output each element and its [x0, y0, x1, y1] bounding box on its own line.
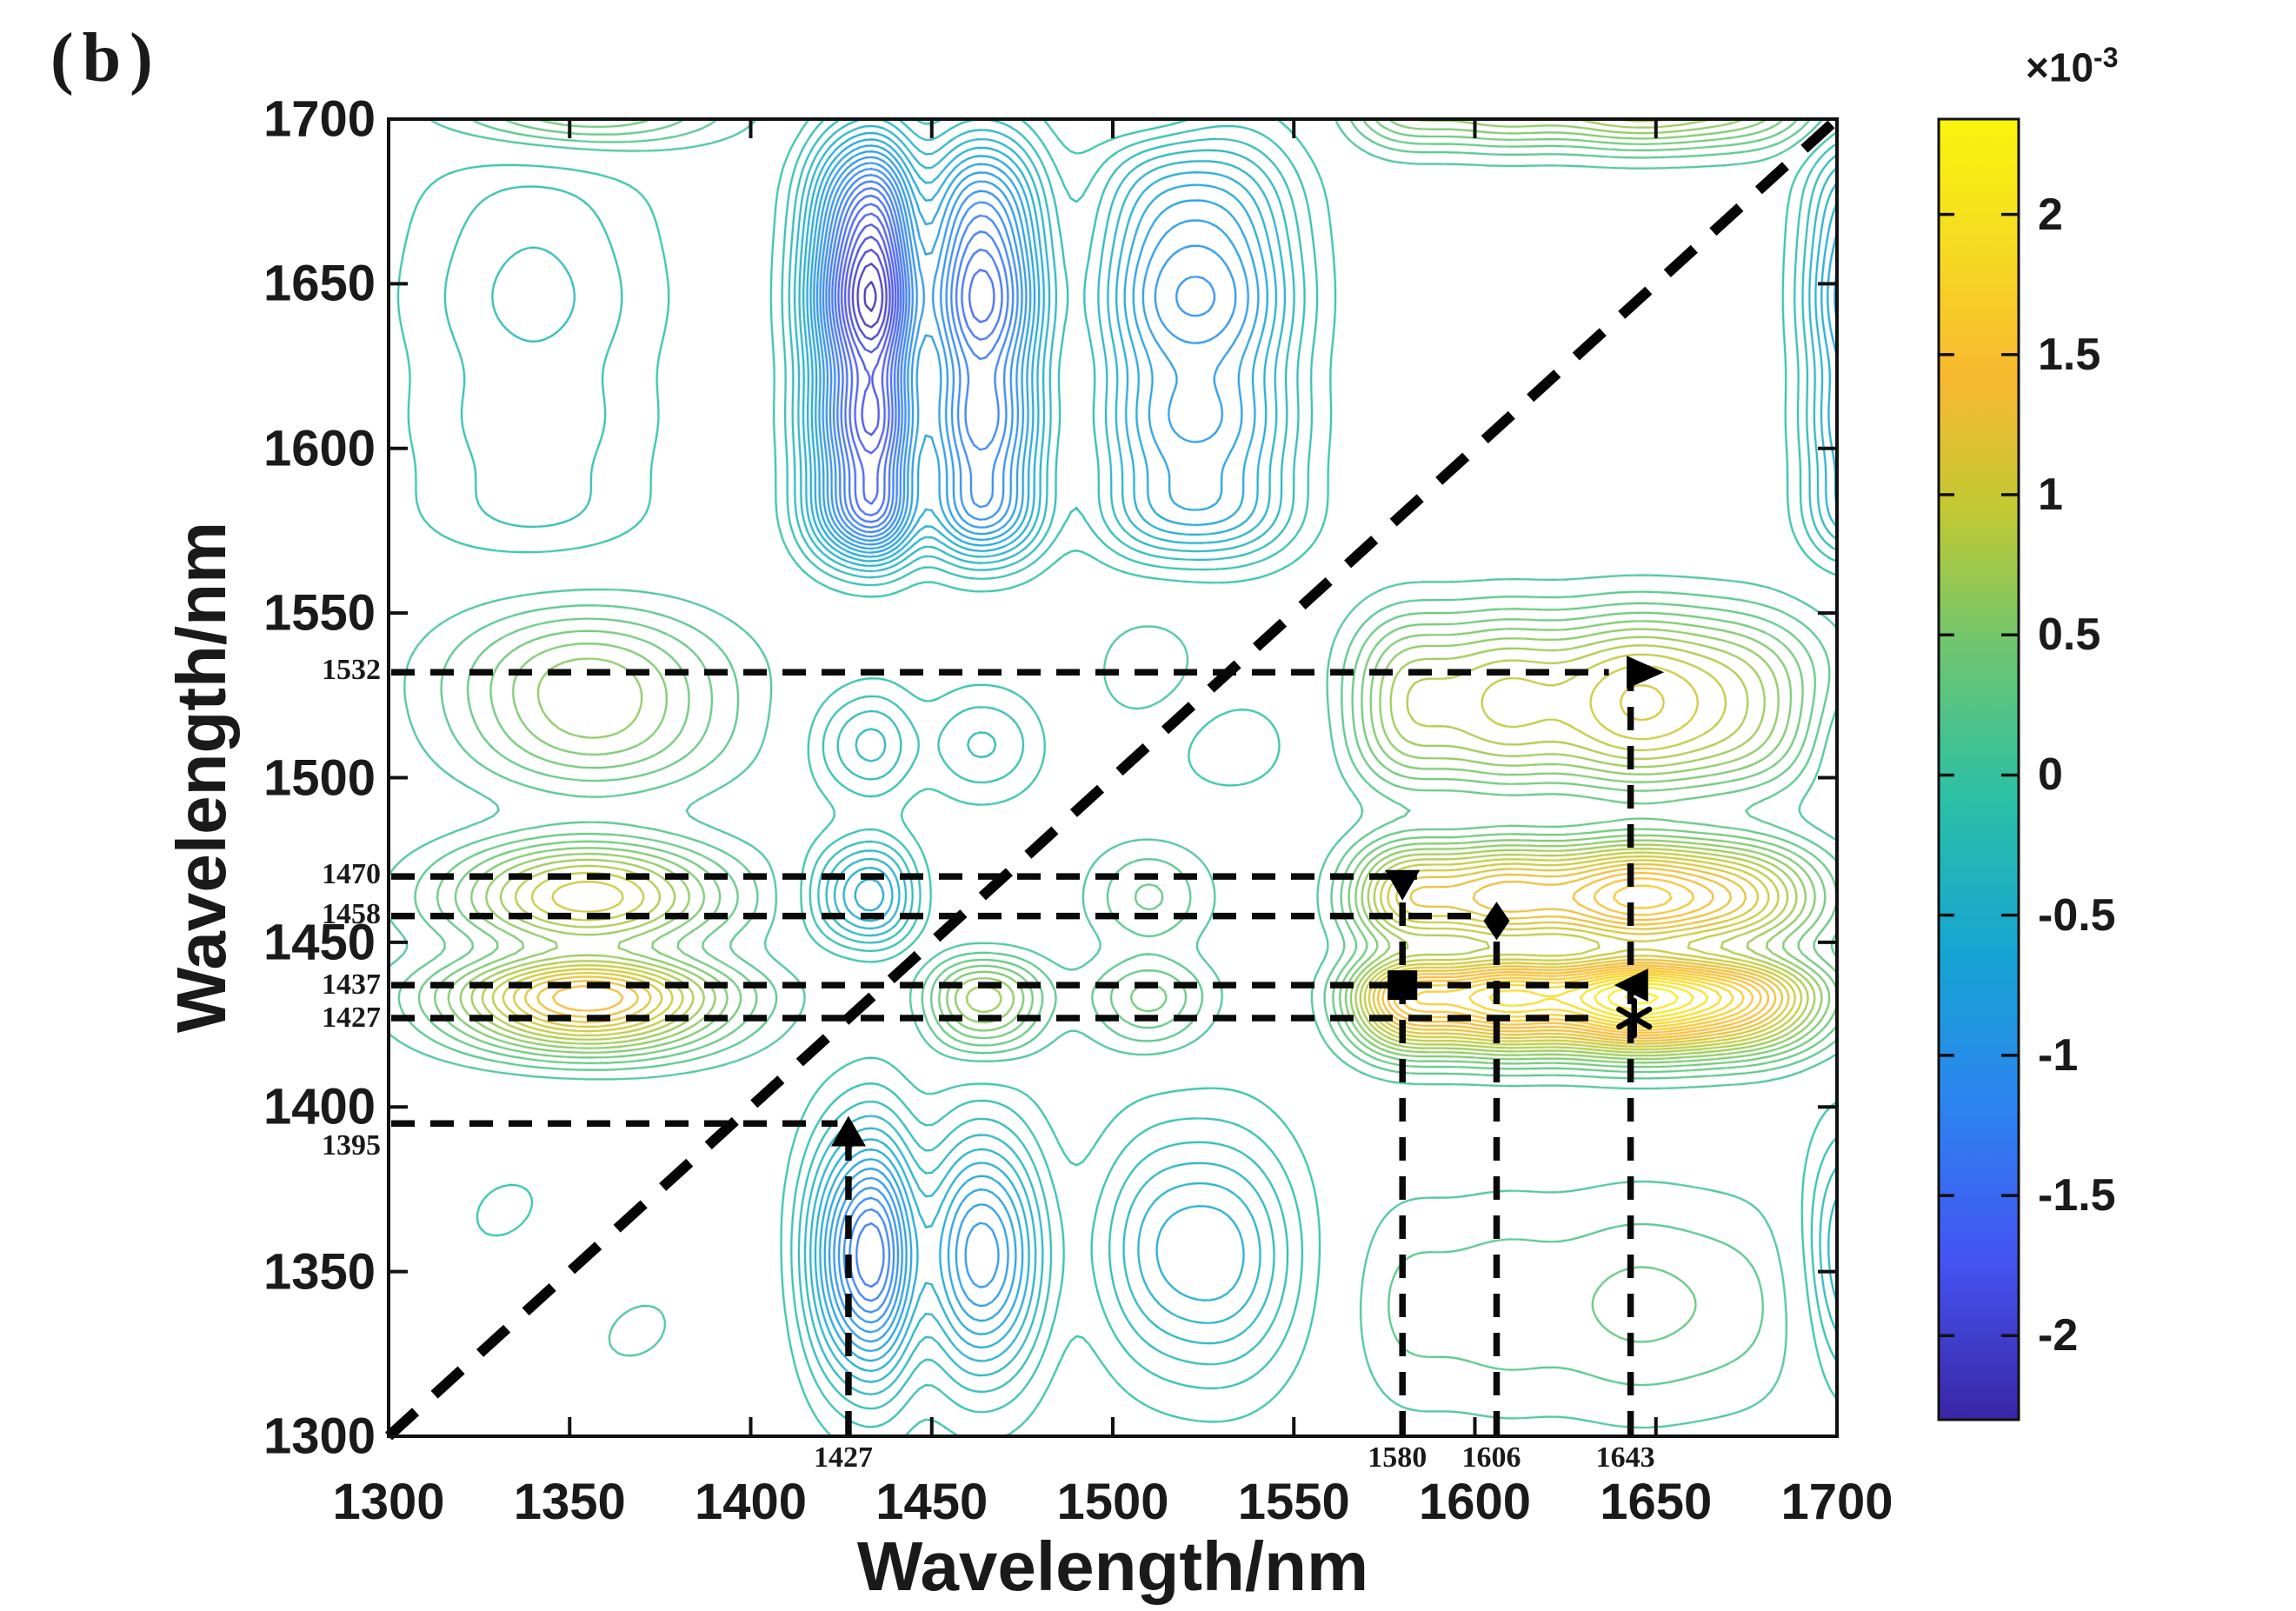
x-tick-label: 1700	[1780, 1474, 1893, 1530]
y-annotation-label: 1532	[322, 654, 381, 687]
colorbar-tick-label: -0.5	[2038, 889, 2116, 941]
colorbar-tick-label: 1.5	[2038, 329, 2101, 380]
x-axis-title: Wavelength/nm	[856, 1528, 1369, 1605]
x-tick-label: 1400	[694, 1474, 808, 1530]
marker-triangle-left	[1614, 969, 1648, 1002]
y-tick-label: 1300	[263, 1408, 376, 1465]
y-axis-title: Wavelength/nm	[163, 521, 240, 1034]
y-tick-label: 1500	[263, 749, 376, 806]
y-tick-label: 1550	[263, 584, 376, 642]
x-tick-label: 1550	[1237, 1474, 1350, 1530]
y-tick-label: 1400	[263, 1078, 376, 1135]
x-annotation-label: 1606	[1461, 1441, 1521, 1474]
colorbar-exponent-base: ×10	[2026, 44, 2094, 90]
y-tick-label: 1350	[263, 1243, 376, 1301]
marker-triangle-up	[830, 1115, 866, 1147]
y-annotation-label: 1437	[322, 969, 381, 1002]
marker-triangle-right	[1627, 656, 1665, 689]
x-annotation-label: 1643	[1595, 1441, 1655, 1474]
colorbar-tick-label: 0	[2038, 749, 2063, 801]
marker-diamond	[1483, 902, 1510, 941]
x-annotation-label: 1580	[1368, 1441, 1428, 1474]
x-tick-label: 1600	[1418, 1474, 1532, 1530]
colorbar-exponent: ×10-3	[2026, 42, 2118, 90]
y-tick-label: 1600	[263, 420, 376, 477]
y-tick-label: 1450	[263, 914, 376, 971]
marker-square	[1388, 970, 1418, 1001]
x-tick-label: 1650	[1600, 1474, 1713, 1530]
colorbar-tick-label: -1.5	[2038, 1170, 2116, 1222]
diagonal-dashed-line	[384, 115, 1841, 1441]
y-annotation-label: 1395	[322, 1129, 381, 1162]
marker-triangle-down	[1385, 869, 1421, 901]
y-annotation-label: 1427	[322, 1001, 381, 1034]
y-annotation-label: 1458	[322, 897, 381, 930]
figure-label: (b)	[50, 20, 162, 97]
y-annotation-label: 1470	[322, 858, 381, 891]
y-tick-label: 1650	[263, 255, 376, 312]
y-tick-label: 1700	[263, 90, 376, 148]
colorbar-tick-label: 1	[2038, 469, 2063, 521]
marker-asterisk	[1616, 997, 1653, 1039]
colorbar-tick-label: -1	[2038, 1029, 2079, 1081]
colorbar-tick-label: 0.5	[2038, 609, 2101, 661]
colorbar	[1937, 117, 2020, 1421]
x-tick-label: 1500	[1056, 1474, 1169, 1530]
colorbar-exponent-power: -3	[2093, 42, 2119, 73]
colorbar-tick-label: -2	[2038, 1310, 2079, 1361]
x-tick-label: 1300	[332, 1474, 445, 1530]
x-tick-label: 1450	[875, 1474, 988, 1530]
x-annotation-label: 1427	[813, 1441, 873, 1474]
x-tick-label: 1350	[513, 1474, 626, 1530]
colorbar-tick-label: 2	[2038, 189, 2063, 240]
